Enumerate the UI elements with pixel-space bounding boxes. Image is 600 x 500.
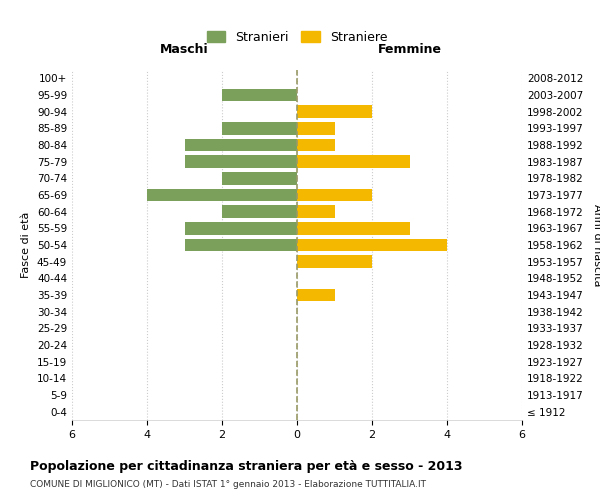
Bar [222,122,297,134]
Bar [185,138,297,151]
Y-axis label: Fasce di età: Fasce di età [22,212,31,278]
Text: Popolazione per cittadinanza straniera per età e sesso - 2013: Popolazione per cittadinanza straniera p… [30,460,463,473]
Bar [297,256,372,268]
Bar [297,288,335,301]
Bar [297,138,335,151]
Bar [297,106,372,118]
Bar [185,156,297,168]
Bar [185,239,297,251]
Y-axis label: Anni di nascita: Anni di nascita [592,204,600,286]
Bar [147,188,297,201]
Text: Femmine: Femmine [377,43,442,56]
Bar [185,222,297,234]
Bar [297,156,409,168]
Text: COMUNE DI MIGLIONICO (MT) - Dati ISTAT 1° gennaio 2013 - Elaborazione TUTTITALIA: COMUNE DI MIGLIONICO (MT) - Dati ISTAT 1… [30,480,426,489]
Text: Maschi: Maschi [160,43,209,56]
Bar [297,122,335,134]
Bar [297,239,447,251]
Bar [222,89,297,101]
Legend: Stranieri, Straniere: Stranieri, Straniere [203,28,391,48]
Bar [297,222,409,234]
Bar [222,206,297,218]
Bar [297,188,372,201]
Bar [297,206,335,218]
Bar [222,172,297,184]
